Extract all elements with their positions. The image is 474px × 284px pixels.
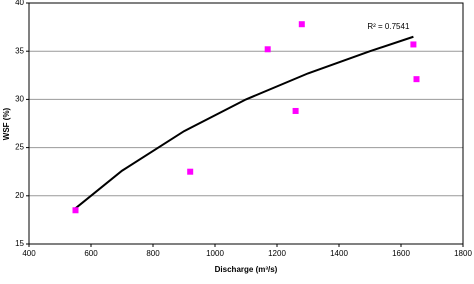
y-tick-label: 40: [15, 0, 24, 7]
x-axis-title: Discharge (m³/s): [215, 265, 278, 274]
point: [187, 168, 194, 175]
y-tick-label: 35: [15, 46, 24, 55]
x-tick-label: 800: [146, 249, 160, 258]
trendline-annotation: R² = 0.7541: [367, 22, 410, 31]
y-axis-title: WSF (%): [2, 107, 11, 140]
x-tick-label: 600: [84, 249, 98, 258]
trendline: [74, 35, 414, 210]
point: [298, 21, 305, 28]
point: [410, 41, 417, 48]
x-tick-label: 1000: [206, 249, 224, 258]
x-tick-label: 1200: [268, 249, 286, 258]
x-tick-label: 1600: [392, 249, 410, 258]
y-tick-label: 25: [15, 143, 24, 152]
point: [264, 46, 271, 53]
plot-frame: [28, 2, 464, 245]
x-tick-label: 400: [22, 249, 36, 258]
point: [72, 207, 79, 214]
x-tick-label: 1800: [454, 249, 472, 258]
y-tick-label: 20: [15, 191, 24, 200]
x-tick-label: 1400: [330, 249, 348, 258]
y-tick-label: 15: [15, 239, 24, 248]
y-tick-label: 30: [15, 95, 24, 104]
point: [413, 76, 420, 83]
point: [292, 107, 299, 114]
